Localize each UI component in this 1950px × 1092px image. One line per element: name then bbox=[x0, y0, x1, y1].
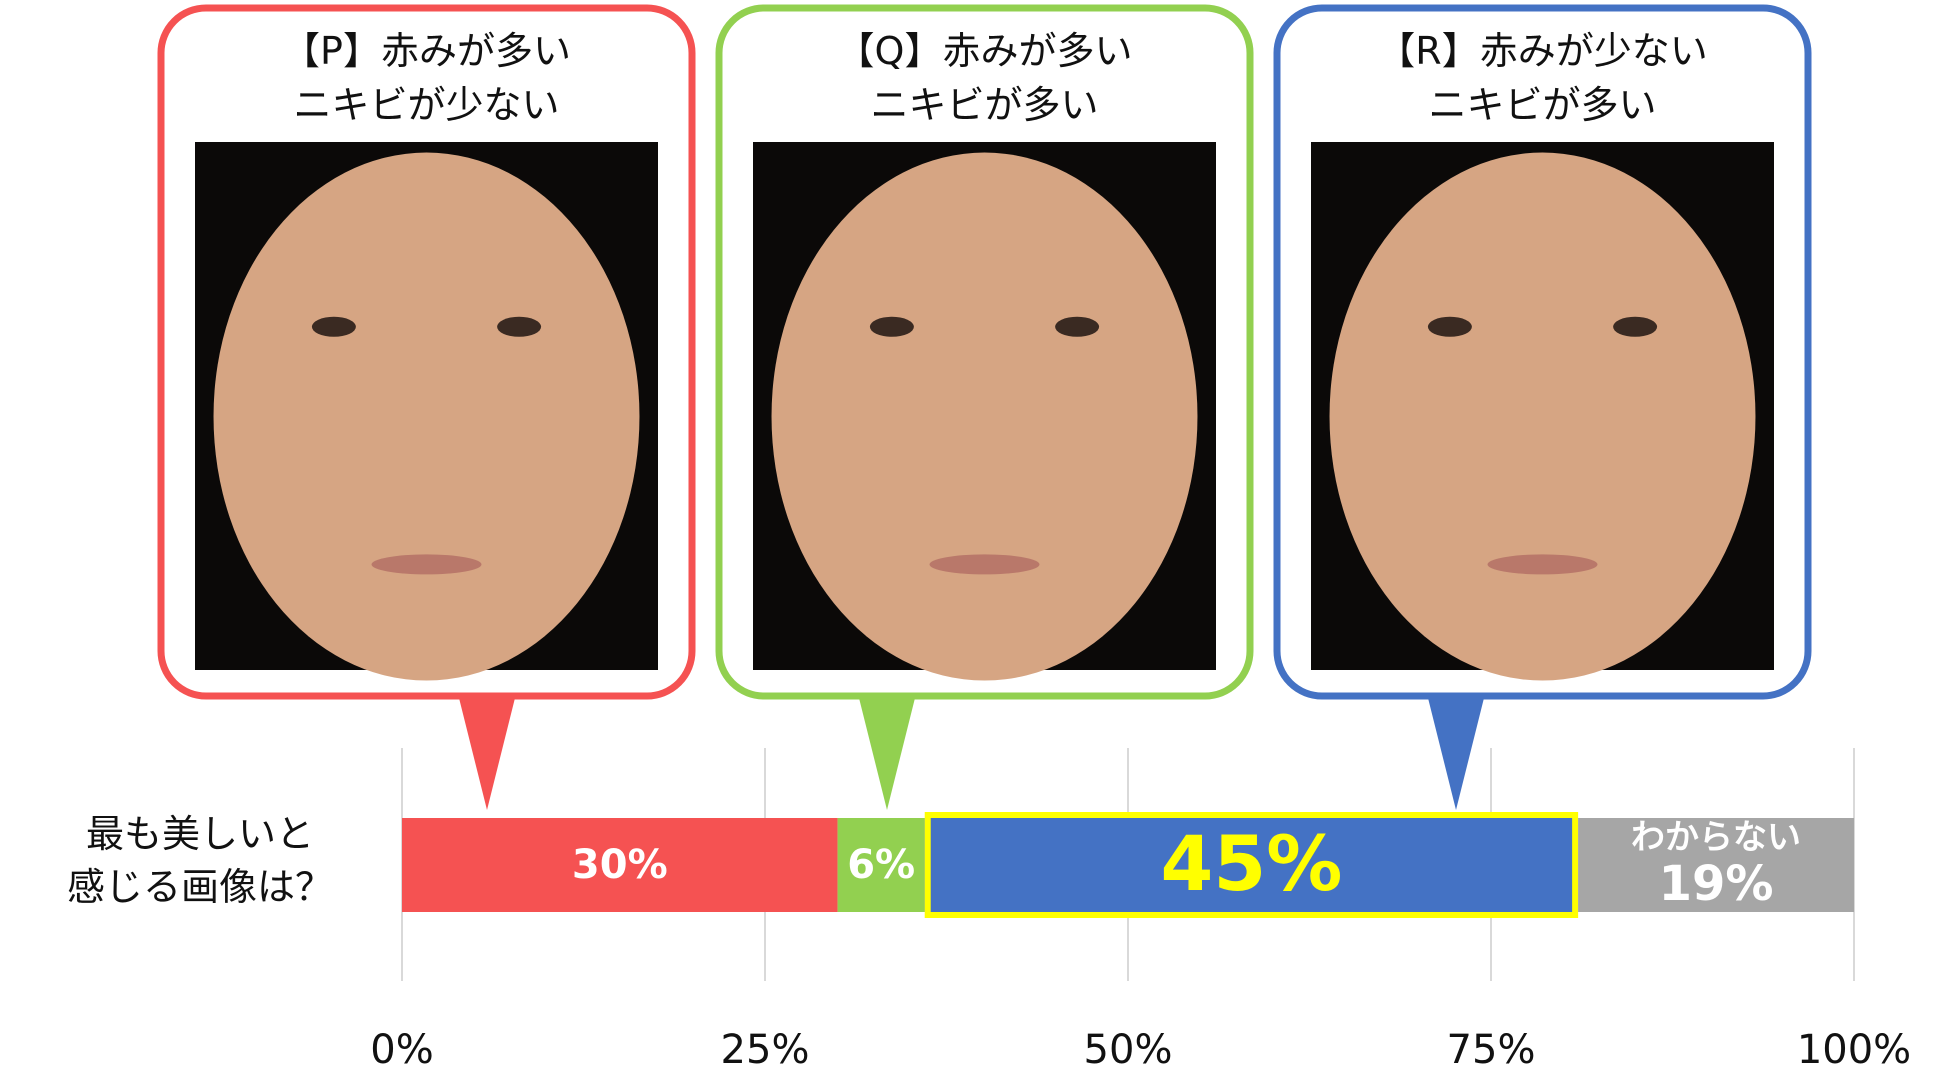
eye bbox=[1613, 316, 1658, 337]
face bbox=[771, 152, 1198, 681]
eye bbox=[1427, 316, 1472, 337]
bar-segment bbox=[924, 818, 1579, 912]
callout-label: 【Q】赤みが多い ニキビが多い bbox=[836, 29, 1133, 127]
mouth bbox=[371, 554, 482, 575]
category-label: 最も美しいと 感じる画像は？ bbox=[66, 812, 333, 910]
bar-segment bbox=[1578, 818, 1854, 912]
x-tick-label: 50% bbox=[1084, 1027, 1173, 1073]
eye bbox=[869, 316, 914, 337]
value-label: 30% bbox=[572, 842, 668, 888]
callout bbox=[157, 4, 696, 810]
callout-label: 【P】赤みが多い ニキビが少ない bbox=[282, 29, 571, 127]
x-tick-label: 0% bbox=[370, 1027, 433, 1073]
x-tick-label: 75% bbox=[1447, 1027, 1536, 1073]
callout bbox=[715, 4, 1254, 810]
eye bbox=[1055, 316, 1100, 337]
value-label: 45% bbox=[1160, 819, 1342, 908]
mouth bbox=[929, 554, 1040, 575]
callout-label: 【R】赤みが少ない ニキビが多い bbox=[1377, 29, 1708, 127]
callout bbox=[1273, 4, 1812, 810]
x-tick-label: 100% bbox=[1797, 1027, 1911, 1073]
x-tick-label: 25% bbox=[721, 1027, 810, 1073]
callout-pointer bbox=[1426, 690, 1486, 810]
callout-pointer bbox=[457, 690, 517, 810]
eye bbox=[311, 316, 356, 337]
highlight-frame bbox=[924, 812, 1579, 918]
bar-segment bbox=[837, 818, 925, 912]
series-label: わからない bbox=[1631, 818, 1801, 858]
face bbox=[213, 152, 640, 681]
callout-pointer bbox=[857, 690, 917, 810]
mouth bbox=[1487, 554, 1598, 575]
bar-segment bbox=[402, 818, 838, 912]
face bbox=[1329, 152, 1756, 681]
eye bbox=[497, 316, 542, 337]
value-label: 6% bbox=[847, 842, 915, 888]
value-label: 19% bbox=[1659, 856, 1774, 912]
